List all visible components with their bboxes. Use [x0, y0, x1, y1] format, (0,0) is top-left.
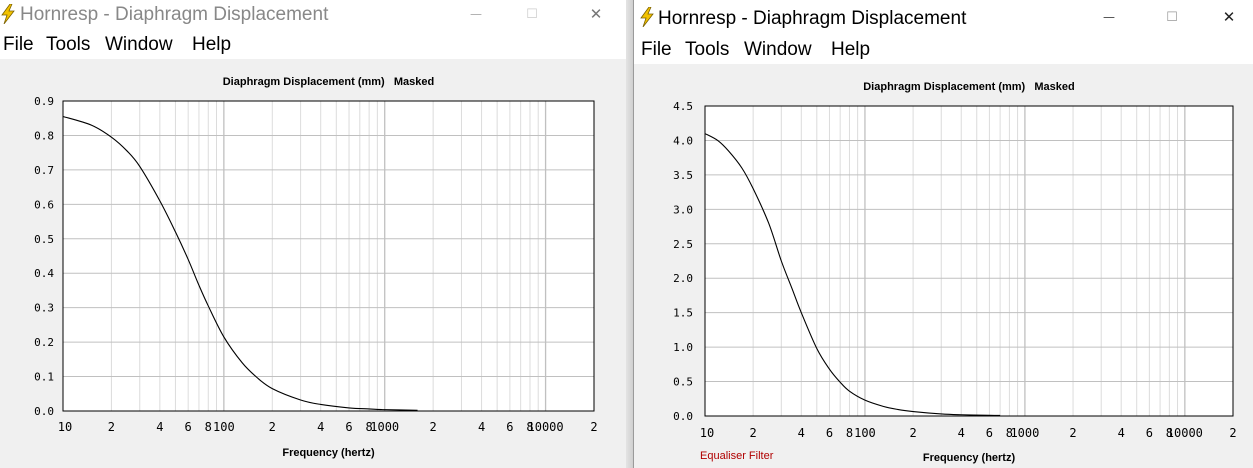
close-button[interactable]: ✕ [589, 5, 603, 23]
menu-bar: File Tools Window Help [0, 31, 626, 59]
x-tick-label: 2 [590, 420, 597, 434]
x-axis-label: Frequency (hertz) [923, 452, 1016, 464]
y-tick-label: 0.1 [34, 371, 54, 384]
window-left: Hornresp - Diaphragm Displacement — ☐ ✕ … [0, 0, 626, 468]
x-tick-label: 10000 [528, 420, 564, 434]
maximize-button[interactable]: ☐ [526, 6, 538, 22]
displacement-chart: 0.00.51.01.52.02.53.03.54.04.510 2 4 6 8 100 2… [673, 81, 1236, 464]
x-tick-label: 2 [750, 426, 757, 440]
chart-title: Diaphragm Displacement (mm) Masked [223, 76, 435, 88]
displacement-curve [704, 133, 1001, 416]
window-title: Hornresp - Diaphragm Displacement [20, 4, 329, 25]
y-tick-label: 1.0 [673, 341, 693, 354]
title-bar[interactable]: Hornresp - Diaphragm Displacement — ☐ ✕ [634, 0, 1253, 36]
window-title: Hornresp - Diaphragm Displacement [658, 8, 967, 29]
x-tick-label: 10 [700, 426, 714, 440]
y-tick-label: 4.5 [673, 100, 693, 113]
window-divider [626, 0, 633, 468]
menu-window[interactable]: Window [105, 34, 173, 55]
x-tick-label: 4 [156, 420, 163, 434]
title-bar[interactable]: Hornresp - Diaphragm Displacement — ☐ ✕ [0, 0, 626, 31]
y-tick-label: 0.4 [34, 267, 54, 280]
x-tick-label: 2 [430, 420, 437, 434]
minor-gridlines [752, 106, 1179, 416]
y-tick-label: 0.6 [34, 198, 54, 211]
y-tick-label: 0.7 [34, 164, 54, 177]
x-tick-label: 10000 [1167, 426, 1203, 440]
x-tick-label: 100 [854, 426, 876, 440]
y-tick-label: 0.0 [673, 410, 693, 423]
menu-tools[interactable]: Tools [685, 39, 730, 60]
x-tick-label: 6 [185, 420, 192, 434]
x-tick-label: 4 [1118, 426, 1125, 440]
chart-title: Diaphragm Displacement (mm) Masked [863, 81, 1075, 93]
x-tick-label: 2 [269, 420, 276, 434]
plot-frame [62, 100, 595, 412]
menu-file[interactable]: File [3, 34, 34, 55]
lightning-icon [1, 4, 15, 24]
x-tick-label: 1000 [370, 420, 399, 434]
y-tick-label: 3.0 [673, 203, 693, 216]
x-tick-label: 8 [205, 420, 212, 434]
y-tick-label: 4.0 [673, 134, 693, 147]
y-tick-label: 1.5 [673, 307, 693, 320]
y-tick-label: 0.2 [34, 336, 54, 349]
x-tick-label: 4 [798, 426, 805, 440]
major-gridlines [63, 101, 594, 411]
y-tick-label: 0.5 [34, 233, 54, 246]
plot-frame [704, 105, 1234, 417]
plot-area: 0.0 0.1 0.2 0.3 0.4 0.5 0.6 0.7 0.8 0.9 10 2 4 6 8 100 2… [0, 59, 626, 468]
x-tick-label: 2 [108, 420, 115, 434]
x-tick-label: 8 [1166, 426, 1173, 440]
x-tick-label: 6 [1146, 426, 1153, 440]
y-tick-label: 0.3 [34, 302, 54, 315]
plot-background [63, 101, 594, 411]
x-tick-label: 2 [1229, 426, 1236, 440]
close-button[interactable]: ✕ [1222, 8, 1236, 26]
x-tick-label: 8 [366, 420, 373, 434]
displacement-curve [62, 115, 418, 411]
x-tick-label: 8 [526, 420, 533, 434]
x-axis-label: Frequency (hertz) [282, 447, 375, 459]
x-tick-label: 1000 [1010, 426, 1039, 440]
x-tick-label: 6 [826, 426, 833, 440]
x-tick-label: 100 [213, 420, 235, 434]
x-tick-label: 2 [1069, 426, 1076, 440]
menu-window[interactable]: Window [744, 39, 812, 60]
minimize-button[interactable]: — [1103, 10, 1115, 24]
x-tick-label: 8 [1006, 426, 1013, 440]
window-right: Hornresp - Diaphragm Displacement — ☐ ✕ … [633, 0, 1253, 468]
plot-area: 0.0 0.5 1.0 1.5 2.0 2.5 3.0 3.5 4.0 4.5 10 2 4 6 8 100 2… [634, 64, 1253, 468]
menu-file[interactable]: File [641, 39, 672, 60]
major-gridlines [705, 106, 1233, 416]
plot-background [705, 106, 1233, 416]
equaliser-filter-status[interactable]: Equaliser Filter [700, 450, 774, 462]
x-tick-label: 10 [58, 420, 72, 434]
y-tick-label: 2.5 [673, 238, 693, 251]
menu-help[interactable]: Help [192, 34, 232, 55]
x-tick-label: 4 [478, 420, 485, 434]
minimize-button[interactable]: — [470, 7, 482, 21]
x-tick-label: 6 [506, 420, 513, 434]
maximize-button[interactable]: ☐ [1166, 9, 1178, 25]
y-tick-label: 0.9 [34, 95, 54, 108]
y-tick-label: 3.5 [673, 169, 693, 182]
y-tick-label: 2.0 [673, 272, 693, 285]
x-tick-label: 4 [317, 420, 324, 434]
menu-help[interactable]: Help [831, 39, 871, 60]
y-tick-label: 0.5 [673, 376, 693, 389]
menu-tools[interactable]: Tools [46, 34, 91, 55]
x-tick-label: 8 [846, 426, 853, 440]
x-tick-label: 6 [345, 420, 352, 434]
menu-bar: File Tools Window Help [634, 36, 1253, 64]
displacement-chart: 0.00.10.20.30.40.50.60.70.80.910 2 4 6 8 100 2… [34, 76, 597, 459]
x-tick-label: 4 [958, 426, 965, 440]
minor-gridlines [110, 101, 539, 411]
y-tick-label: 0.0 [34, 405, 54, 418]
y-tick-label: 0.8 [34, 129, 54, 142]
x-tick-label: 6 [986, 426, 993, 440]
x-tick-label: 2 [909, 426, 916, 440]
lightning-icon [640, 7, 654, 27]
